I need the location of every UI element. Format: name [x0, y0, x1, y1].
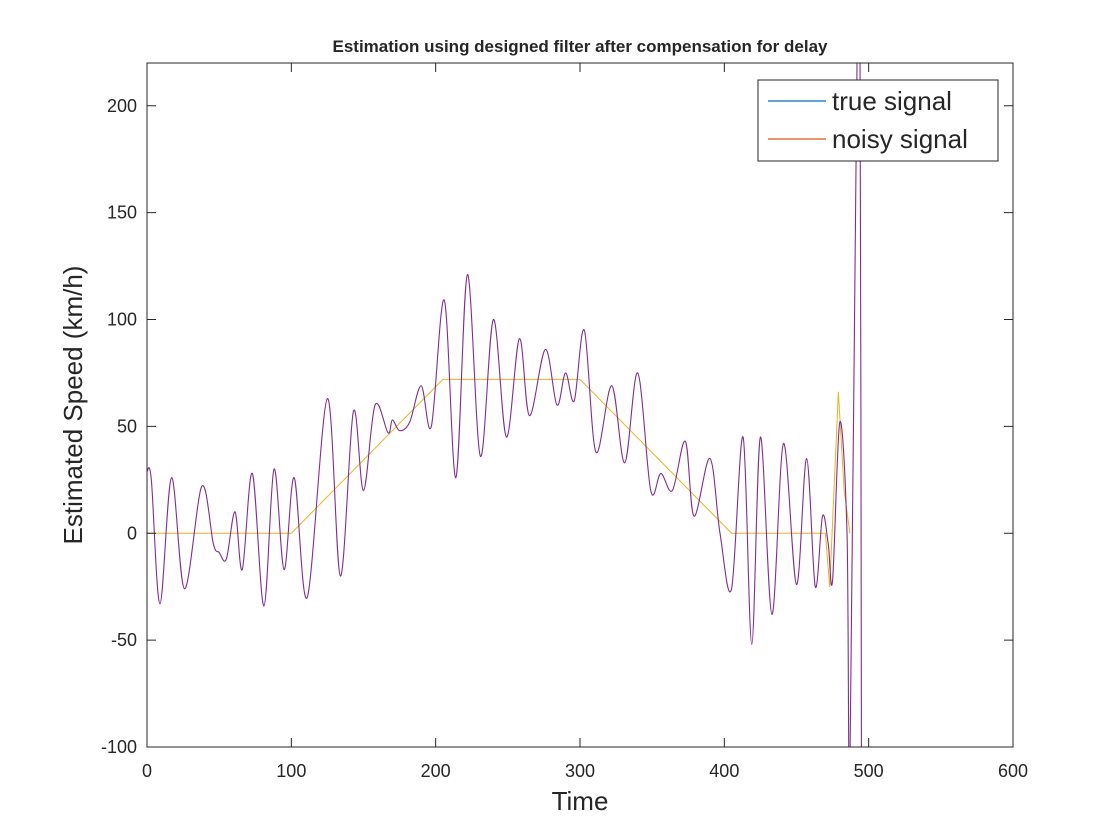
y-tick-labels: -100 -50 0 50 100 150 200	[101, 96, 137, 757]
plot-frame	[146, 62, 1014, 748]
series-layer	[147, 63, 862, 747]
x-tick-label: 300	[565, 761, 595, 781]
x-tick-labels: 0 100 200 300 400 500 600	[142, 761, 1028, 781]
x-axis-label: Time	[552, 786, 609, 816]
x-tick-label: 100	[276, 761, 306, 781]
x-tick-label: 200	[421, 761, 451, 781]
series-line-true-signal	[147, 378, 851, 588]
y-tick-label: 0	[127, 523, 137, 543]
y-tick-label: -50	[111, 630, 137, 650]
y-tick-label: -100	[101, 737, 137, 757]
legend-label-noisy-signal: noisy signal	[832, 124, 968, 154]
x-tick-label: 500	[854, 761, 884, 781]
legend-box	[757, 79, 999, 162]
legend-label-true-signal: true signal	[832, 86, 952, 116]
x-tick-label: 600	[998, 761, 1028, 781]
y-axis-label: Estimated Speed (km/h)	[58, 266, 88, 545]
legend: true signal noisy signal	[757, 79, 999, 162]
plot-area	[147, 63, 1013, 747]
chart-title: Estimation using designed filter after c…	[333, 37, 829, 56]
x-tick-label: 400	[709, 761, 739, 781]
y-tick-label: 150	[107, 203, 137, 223]
y-tick-label: 200	[107, 96, 137, 116]
y-tick-label: 50	[117, 416, 137, 436]
series-line-noisy-signal	[147, 63, 862, 747]
x-tick-label: 0	[142, 761, 152, 781]
y-tick-label: 100	[107, 310, 137, 330]
